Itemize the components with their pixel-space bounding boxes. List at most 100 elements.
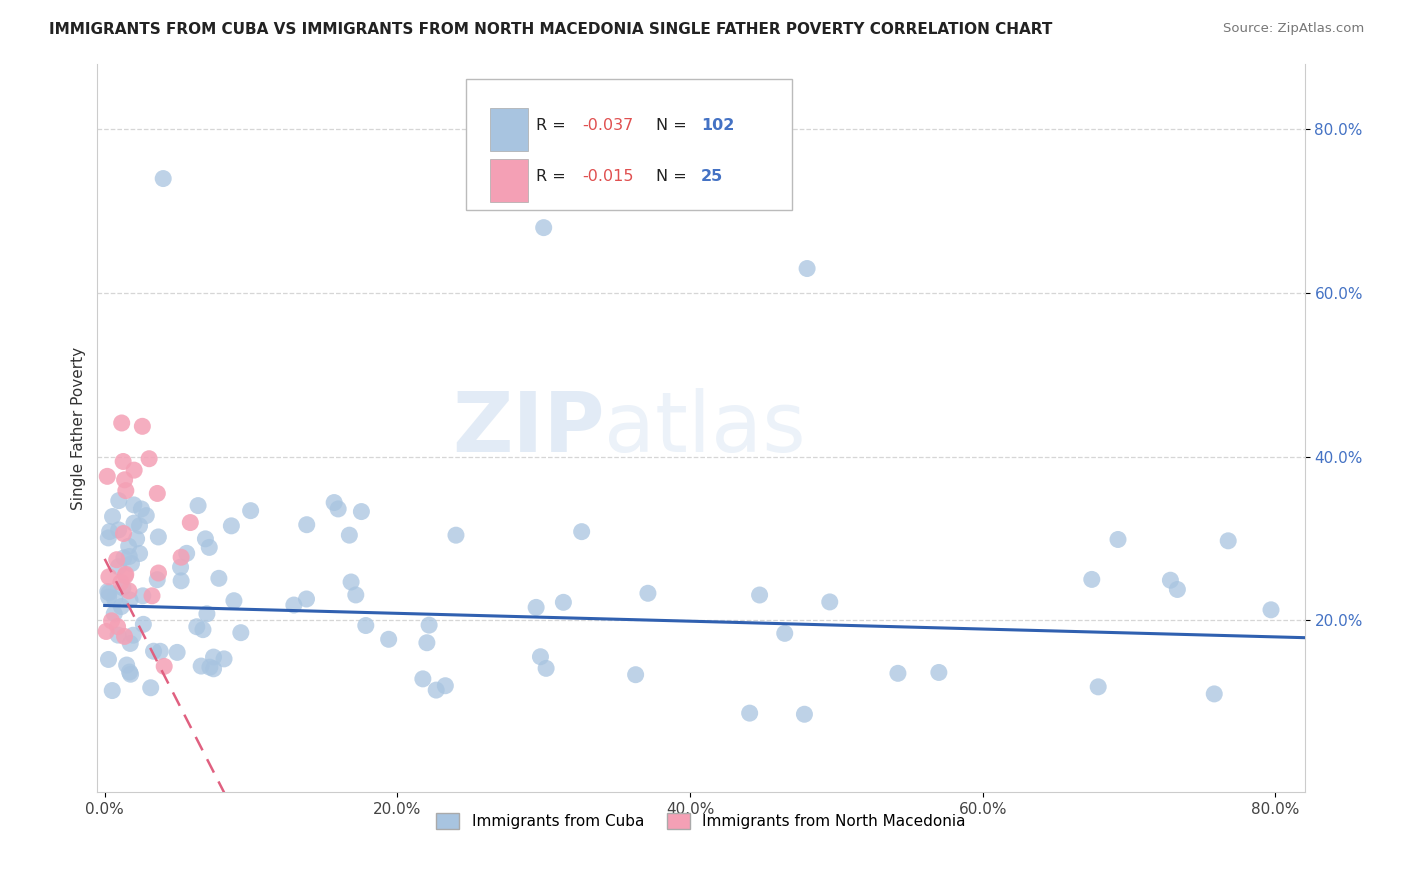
Point (122, 628, 145, 642)
Point (121, 557, 143, 571)
Point (148, 566, 170, 580)
Text: Source: ZipAtlas.com: Source: ZipAtlas.com (1223, 22, 1364, 36)
Point (1107, 533, 1129, 547)
Point (107, 523, 129, 537)
Text: IMMIGRANTS FROM CUBA VS IMMIGRANTS FROM NORTH MACEDONIA SINGLE FATHER POVERTY CO: IMMIGRANTS FROM CUBA VS IMMIGRANTS FROM … (49, 22, 1053, 37)
Point (928, 665, 950, 680)
Point (103, 607, 125, 621)
Point (117, 539, 139, 553)
Point (146, 573, 169, 587)
Point (169, 560, 191, 574)
Point (112, 526, 135, 541)
Point (148, 530, 170, 544)
Point (637, 586, 659, 600)
Point (1218, 533, 1240, 548)
Point (112, 454, 135, 468)
Point (796, 261, 818, 276)
Point (212, 652, 235, 666)
Point (328, 502, 350, 516)
Y-axis label: Single Father Poverty: Single Father Poverty (72, 346, 86, 509)
Point (323, 495, 346, 509)
Point (416, 636, 439, 650)
Point (114, 567, 136, 582)
Point (887, 666, 910, 681)
Point (128, 546, 150, 560)
Text: 102: 102 (702, 119, 734, 134)
Point (131, 502, 153, 516)
Point (283, 598, 305, 612)
Point (101, 509, 124, 524)
Point (97, 652, 120, 666)
Point (105, 552, 128, 566)
Point (534, 661, 557, 675)
Point (198, 660, 221, 674)
Point (96, 469, 118, 483)
Point (122, 516, 145, 530)
Point (1260, 603, 1282, 617)
Point (120, 667, 142, 681)
Point (107, 628, 129, 642)
Point (818, 595, 841, 609)
Point (738, 706, 761, 720)
Point (1204, 687, 1226, 701)
Point (773, 626, 796, 640)
Point (112, 550, 135, 565)
Point (132, 589, 155, 603)
Text: N =: N = (657, 169, 692, 185)
Point (295, 592, 318, 607)
Point (179, 516, 201, 530)
Point (98, 586, 121, 600)
Point (222, 593, 245, 607)
Point (344, 588, 367, 602)
Point (132, 617, 155, 632)
Point (118, 549, 141, 564)
Text: atlas: atlas (605, 387, 806, 468)
Point (111, 416, 134, 430)
Point (131, 419, 153, 434)
Point (149, 644, 172, 658)
Point (96, 624, 118, 639)
Point (1087, 680, 1109, 694)
Point (97, 570, 120, 584)
Point (120, 636, 142, 650)
FancyBboxPatch shape (489, 159, 529, 202)
Text: R =: R = (536, 169, 571, 185)
Point (152, 171, 174, 186)
Point (444, 528, 467, 542)
Point (194, 532, 217, 546)
Point (529, 649, 551, 664)
Point (110, 599, 132, 614)
Point (571, 524, 593, 539)
Point (107, 559, 129, 574)
Text: R =: R = (536, 119, 571, 134)
FancyBboxPatch shape (489, 108, 529, 151)
Point (122, 463, 145, 477)
Legend: Immigrants from Cuba, Immigrants from North Macedonia: Immigrants from Cuba, Immigrants from No… (430, 807, 972, 835)
Point (122, 498, 145, 512)
Point (190, 659, 212, 673)
Point (412, 672, 434, 686)
Point (434, 679, 457, 693)
Point (97, 584, 120, 599)
Point (98, 524, 121, 539)
Point (97, 531, 120, 545)
Point (114, 569, 136, 583)
Point (425, 683, 447, 698)
Point (111, 581, 134, 595)
Point (114, 473, 136, 487)
Point (350, 505, 373, 519)
Point (191, 623, 214, 637)
Point (114, 629, 136, 643)
Point (624, 667, 647, 681)
Text: N =: N = (657, 119, 692, 134)
Point (186, 620, 208, 634)
Point (239, 503, 262, 517)
Point (340, 574, 363, 589)
Point (202, 662, 225, 676)
Point (170, 574, 193, 588)
Point (524, 600, 547, 615)
Point (377, 632, 399, 647)
Point (135, 508, 157, 523)
Point (187, 499, 209, 513)
Point (146, 486, 169, 500)
